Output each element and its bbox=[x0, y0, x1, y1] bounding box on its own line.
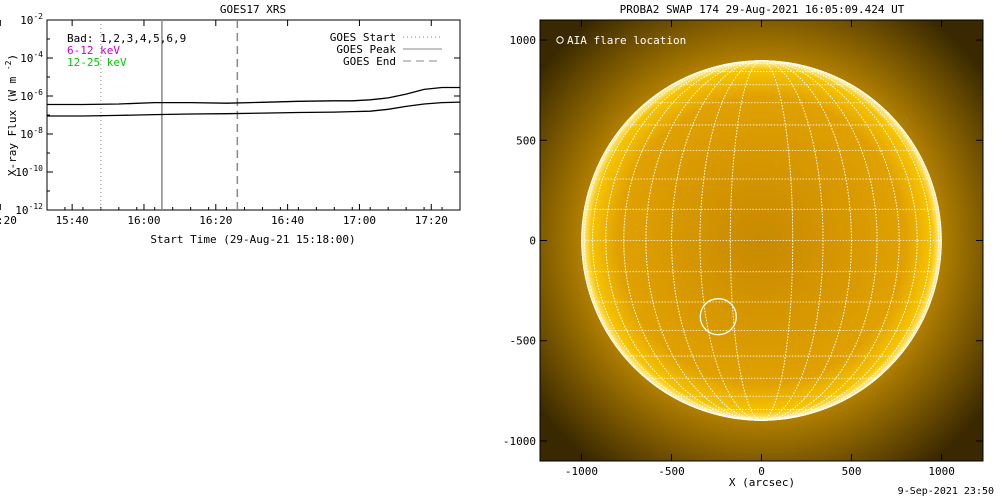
goes-series bbox=[47, 86, 460, 117]
goes-x-tick-label: 15:20 bbox=[0, 214, 17, 227]
swap-legend-circle-icon bbox=[556, 36, 564, 44]
swap-heliographic-grid bbox=[581, 60, 942, 421]
swap-x-tick-label: 500 bbox=[842, 465, 862, 478]
goes-x-tick-label: 15:40 bbox=[56, 214, 89, 227]
goes-x-tick-label: 16:20 bbox=[199, 214, 232, 227]
goes-legend-channel: Bad: 1,2,3,4,5,6,9 bbox=[67, 32, 186, 45]
swap-x-tick-label: -500 bbox=[658, 465, 685, 478]
goes-y-tick-label: 10-8 bbox=[20, 126, 43, 141]
goes-y-tick-base: 10 bbox=[20, 90, 33, 103]
goes-y-tick-label: 10-6 bbox=[20, 88, 43, 103]
swap-title: PROBA2 SWAP 174 29-Aug-2021 16:05:09.424… bbox=[620, 3, 905, 16]
swap-y-tick-label: -1000 bbox=[503, 435, 536, 448]
swap-x-ticks: -1000 -500 0 500 1000 bbox=[565, 20, 955, 478]
goes-legend-event: GOES Peak bbox=[336, 43, 396, 56]
goes-legend-channel: 6-12 keV bbox=[67, 44, 120, 57]
swap-flare-marker bbox=[699, 298, 737, 336]
footer-timestamp: 9-Sep-2021 23:50 bbox=[897, 486, 994, 497]
goes-y-tick-exponent: -12 bbox=[29, 202, 44, 211]
goes-title: GOES17 XRS bbox=[220, 3, 286, 16]
swap-image bbox=[540, 20, 983, 461]
goes-y-tick-base: 10 bbox=[15, 166, 28, 179]
goes-legend-event: GOES Start bbox=[330, 31, 396, 44]
swap-y-ticks: -1000 -500 0 500 1000 bbox=[503, 34, 983, 448]
goes-y-tick-base: 10 bbox=[20, 52, 33, 65]
swap-x-tick-label: 1000 bbox=[928, 465, 955, 478]
goes-x-axis-label: Start Time (29-Aug-21 15:18:00) bbox=[150, 233, 355, 246]
swap-limb bbox=[581, 60, 942, 421]
goes-y-tick-exponent: -4 bbox=[33, 50, 43, 59]
goes-x-tick-label: 17:00 bbox=[343, 214, 376, 227]
goes-series-line-1 bbox=[47, 86, 460, 106]
goes-y-tick-exponent: -8 bbox=[33, 126, 43, 135]
goes-y-tick-base: 10 bbox=[20, 14, 33, 27]
goes-y-tick-exponent: -10 bbox=[29, 164, 44, 173]
goes-x-tick-label: 17:20 bbox=[415, 214, 448, 227]
goes-series-line-2 bbox=[47, 101, 460, 117]
goes-y-tick-label: 10-10 bbox=[15, 164, 43, 179]
goes-y-label-unit-exponent: -2 bbox=[4, 60, 13, 70]
swap-y-tick-label: 500 bbox=[516, 134, 536, 147]
goes-panel: GOES17 XRS 15:20 15:40 16:00 16:20 16:40 17:0… bbox=[0, 3, 461, 246]
goes-legend-event: GOES End bbox=[343, 55, 396, 68]
swap-x-tick-label: -1000 bbox=[565, 465, 598, 478]
goes-y-tick-exponent: -6 bbox=[33, 88, 43, 97]
goes-x-tick-label: 16:40 bbox=[271, 214, 304, 227]
goes-y-tick-base: 10 bbox=[20, 128, 33, 141]
goes-y-axis-label: X-ray Flux (W m -2) bbox=[4, 54, 19, 176]
swap-longitude-line bbox=[671, 60, 852, 421]
goes-y-tick-exponent: -2 bbox=[33, 12, 43, 21]
goes-y-tick-base: 10 bbox=[15, 204, 28, 217]
swap-legend-text: AIA flare location bbox=[567, 34, 686, 47]
goes-y-tick-label: 10-12 bbox=[15, 202, 43, 217]
goes-legend-channel: 12-25 keV bbox=[67, 56, 127, 69]
goes-y-tick-label: 10-4 bbox=[20, 50, 43, 65]
swap-panel: PROBA2 SWAP 174 29-Aug-2021 16:05:09.424… bbox=[503, 3, 984, 489]
goes-x-ticks: 15:20 15:40 16:00 16:20 16:40 17:00 17:20 bbox=[0, 20, 461, 227]
swap-longitude-line bbox=[699, 60, 824, 421]
goes-y-tick-label: 10-2 bbox=[20, 12, 43, 27]
swap-y-tick-label: 1000 bbox=[510, 34, 537, 47]
swap-solar-disk bbox=[581, 60, 942, 421]
goes-y-label-text: X-ray Flux (W m bbox=[6, 76, 19, 176]
goes-y-label-close: ) bbox=[6, 54, 19, 61]
swap-y-tick-label: 0 bbox=[529, 235, 536, 248]
swap-x-axis-label: X (arcsec) bbox=[729, 476, 795, 489]
swap-y-tick-label: -500 bbox=[510, 335, 537, 348]
swap-longitude-line bbox=[605, 60, 918, 421]
goes-x-tick-label: 16:00 bbox=[127, 214, 160, 227]
swap-x-tick-label: 0 bbox=[758, 465, 765, 478]
